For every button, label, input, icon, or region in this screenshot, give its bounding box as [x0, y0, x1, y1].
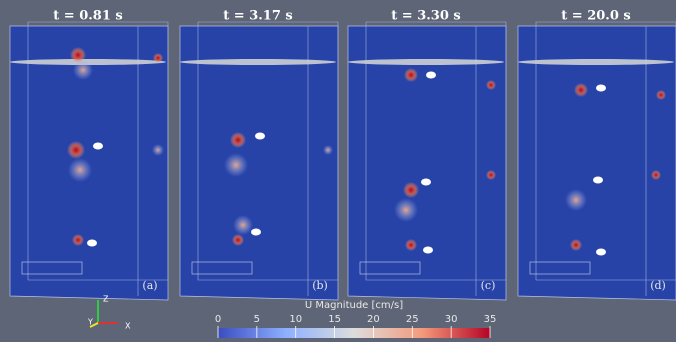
panel: t = 0.81 s (a) [9, 9, 169, 301]
particle [93, 142, 103, 150]
particle [596, 84, 606, 92]
vortex [574, 83, 588, 97]
inlet [529, 261, 591, 275]
vortex [230, 132, 246, 148]
panel-title: t = 3.17 s [223, 9, 292, 24]
inlet [191, 261, 253, 275]
vortex [651, 170, 661, 180]
axis-x-label: X [125, 322, 131, 331]
vortex [224, 153, 248, 177]
colorbar-tick-label: 5 [254, 314, 260, 325]
panel-label: (b) [312, 279, 328, 292]
panel-box [179, 25, 339, 301]
colorbar-tick-label: 35 [484, 314, 497, 325]
colorbar-tick-label: 20 [367, 314, 380, 325]
vortex [656, 90, 666, 100]
particle [423, 246, 433, 254]
back-face [535, 21, 676, 281]
vortex [72, 234, 84, 246]
panel-title: t = 3.30 s [391, 9, 460, 24]
panel-box [517, 25, 676, 301]
vortex [67, 141, 85, 159]
panel: t = 3.30 s (c) [347, 9, 507, 301]
particle [596, 248, 606, 256]
free-surface [348, 59, 504, 65]
vortex [486, 80, 496, 90]
vortex [70, 47, 86, 63]
vortex [394, 198, 418, 222]
panel: t = 3.17 s (b) [179, 9, 339, 301]
back-face [27, 21, 169, 281]
inlet [21, 261, 83, 275]
inlet [359, 261, 421, 275]
colorbar-tick-label: 30 [445, 314, 458, 325]
particle [255, 132, 265, 140]
axis-z-label: Z [103, 295, 109, 304]
vortex [153, 53, 163, 63]
back-face [197, 21, 339, 281]
vortex [323, 145, 333, 155]
panel-label: (a) [142, 279, 157, 292]
colorbar-tick-label: 15 [328, 314, 341, 325]
free-surface [518, 59, 674, 65]
colorbar-title: U Magnitude [cm/s] [305, 300, 403, 311]
particle [251, 228, 261, 236]
particle [87, 239, 97, 247]
panel-label: (d) [650, 279, 666, 292]
colorbar-tick-label: 0 [215, 314, 221, 325]
vortex [570, 239, 582, 251]
free-surface [180, 59, 336, 65]
panel-title: t = 0.81 s [53, 9, 122, 24]
panel-label: (c) [481, 279, 496, 292]
particle [593, 176, 603, 184]
vortex [403, 182, 419, 198]
vortex [404, 68, 418, 82]
vortex [232, 234, 244, 246]
vortex [405, 239, 417, 251]
panel-title: t = 20.0 s [561, 9, 630, 24]
colorbar-tick-label: 10 [289, 314, 302, 325]
panel: t = 20.0 s (d) [517, 9, 676, 301]
colorbar [218, 328, 490, 338]
vortex [152, 144, 164, 156]
axes-triad: Z Y X [87, 295, 131, 331]
vortex [233, 215, 253, 235]
vortex [68, 158, 92, 182]
vortex [73, 60, 93, 80]
particle [426, 71, 436, 79]
vortex [486, 170, 496, 180]
vortex [565, 189, 587, 211]
particle [421, 178, 431, 186]
panel-box [347, 25, 507, 301]
back-face [365, 21, 507, 281]
panels: t = 0.81 s(a)t = 3.17 s(b)t = 3.30 s(c)t… [9, 9, 676, 301]
axis-y-label: Y [87, 318, 93, 327]
colorbar-tick-label: 25 [406, 314, 419, 325]
